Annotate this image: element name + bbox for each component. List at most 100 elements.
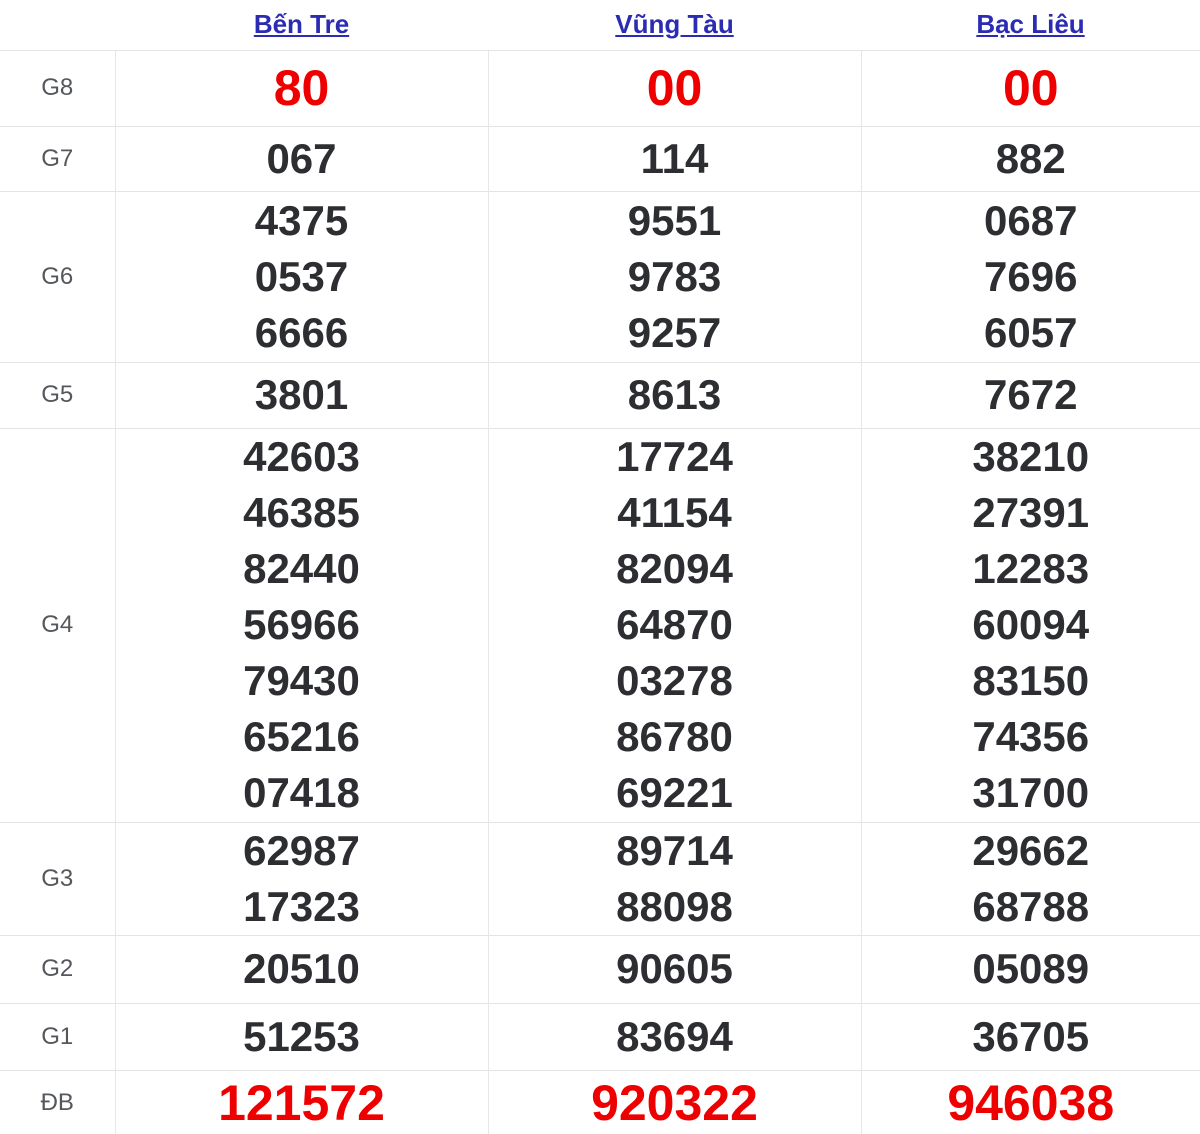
header-empty-cell [0, 0, 115, 50]
prize-cell: 8613 [487, 361, 861, 428]
prize-value: 62987 [243, 826, 360, 874]
prize-row-g5: G5 3801 8613 7672 [0, 361, 1200, 428]
prize-cell: 89714 88098 [487, 821, 861, 935]
prize-label: G3 [0, 821, 115, 935]
prize-value: 51253 [243, 1012, 360, 1060]
prize-value: 38210 [972, 433, 1090, 480]
prize-row-g1: G1 51253 83694 36705 [0, 1002, 1200, 1070]
prize-row-g2: G2 20510 90605 05089 [0, 934, 1200, 1003]
prize-label: G1 [0, 1002, 115, 1070]
prize-label: G7 [0, 125, 115, 191]
prize-row-g3: G3 62987 17323 89714 88098 29662 68788 [0, 821, 1200, 935]
prize-cell: 4375 0537 6666 [114, 190, 488, 362]
prize-cell: 00 [860, 49, 1200, 126]
prize-value: 920322 [591, 1075, 758, 1132]
prize-label: G2 [0, 934, 115, 1003]
prize-value: 83694 [616, 1012, 733, 1060]
prize-cell: 17724 41154 82094 64870 03278 86780 6922… [487, 427, 861, 822]
prize-value: 3801 [254, 371, 349, 418]
province-link-bac-lieu[interactable]: Bạc Liêu [976, 9, 1085, 40]
prize-value: 46385 [243, 489, 360, 536]
prize-cell: 00 [487, 49, 861, 126]
prize-value: 00 [1002, 60, 1059, 116]
prize-value: 56966 [243, 601, 360, 648]
prize-value: 80 [273, 60, 330, 116]
prize-value: 65216 [243, 713, 360, 760]
prize-value: 31700 [972, 769, 1090, 816]
prize-value: 64870 [616, 601, 733, 648]
prize-cell: 121572 [114, 1069, 488, 1134]
prize-value: 9783 [627, 252, 722, 300]
prize-value: 83150 [972, 657, 1090, 704]
prize-value: 27391 [972, 489, 1090, 536]
prize-cell: 42603 46385 82440 56966 79430 65216 0741… [114, 427, 488, 822]
prize-cell: 946038 [860, 1069, 1200, 1134]
prize-value: 88098 [616, 882, 733, 930]
prize-cell: 83694 [487, 1002, 861, 1070]
prize-value: 20510 [243, 945, 360, 992]
prize-value: 86780 [616, 713, 733, 760]
prize-cell: 9551 9783 9257 [487, 190, 861, 362]
prize-row-g4: G4 42603 46385 82440 56966 79430 65216 0… [0, 427, 1200, 822]
prize-value: 36705 [972, 1012, 1090, 1060]
prize-row-g7: G7 067 114 882 [0, 125, 1200, 191]
prize-value: 9551 [627, 196, 722, 244]
prize-value: 6057 [984, 308, 1078, 356]
prize-label: ĐB [0, 1069, 115, 1134]
prize-value: 03278 [616, 657, 733, 704]
prize-value: 0687 [984, 196, 1078, 244]
prize-value: 882 [995, 134, 1066, 182]
province-link-vung-tau[interactable]: Vũng Tàu [615, 9, 734, 40]
prize-cell: 920322 [487, 1069, 861, 1134]
prize-value: 17724 [616, 433, 733, 480]
prize-value: 946038 [947, 1075, 1115, 1132]
prize-value: 12283 [972, 545, 1090, 592]
prize-value: 68788 [972, 882, 1090, 930]
prize-value: 74356 [972, 713, 1090, 760]
prize-value: 07418 [243, 769, 360, 816]
prize-row-g6: G6 4375 0537 6666 9551 9783 9257 0687 76… [0, 190, 1200, 362]
prize-label: G5 [0, 361, 115, 428]
prize-value: 067 [266, 134, 337, 182]
prize-value: 82094 [616, 545, 733, 592]
prize-row-g8: G8 80 00 00 [0, 49, 1200, 126]
prize-value: 05089 [972, 945, 1090, 992]
prize-label: G6 [0, 190, 115, 362]
prize-cell: 05089 [860, 934, 1200, 1003]
prize-value: 42603 [243, 433, 360, 480]
prize-cell: 36705 [860, 1002, 1200, 1070]
prize-cell: 0687 7696 6057 [860, 190, 1200, 362]
prize-value: 69221 [616, 769, 733, 816]
prize-value: 0537 [254, 252, 349, 300]
prize-cell: 51253 [114, 1002, 488, 1070]
prize-cell: 80 [114, 49, 488, 126]
prize-label: G4 [0, 427, 115, 822]
header-cell-vung-tau: Vũng Tàu [488, 0, 861, 50]
prize-value: 82440 [243, 545, 360, 592]
prize-value: 60094 [972, 601, 1090, 648]
prize-value: 6666 [254, 308, 349, 356]
header-cell-bac-lieu: Bạc Liêu [861, 0, 1200, 50]
prize-value: 41154 [617, 489, 732, 536]
prize-cell: 7672 [860, 361, 1200, 428]
prize-value: 7696 [984, 252, 1078, 300]
prize-cell: 114 [487, 125, 861, 191]
prize-value: 7672 [984, 371, 1078, 418]
prize-label: G8 [0, 49, 115, 126]
prize-cell: 90605 [487, 934, 861, 1003]
prize-value: 121572 [218, 1075, 385, 1132]
prize-value: 00 [646, 60, 703, 116]
prize-value: 9257 [627, 308, 722, 356]
prize-value: 89714 [616, 826, 733, 874]
prize-row-db: ĐB 121572 920322 946038 [0, 1069, 1200, 1134]
prize-cell: 29662 68788 [860, 821, 1200, 935]
prize-cell: 20510 [114, 934, 488, 1003]
prize-cell: 882 [860, 125, 1200, 191]
prize-value: 29662 [972, 826, 1090, 874]
province-link-ben-tre[interactable]: Bến Tre [253, 9, 350, 40]
prize-value: 79430 [243, 657, 360, 704]
prize-cell: 62987 17323 [114, 821, 488, 935]
prize-cell: 067 [114, 125, 488, 191]
prize-value: 8613 [627, 371, 722, 418]
